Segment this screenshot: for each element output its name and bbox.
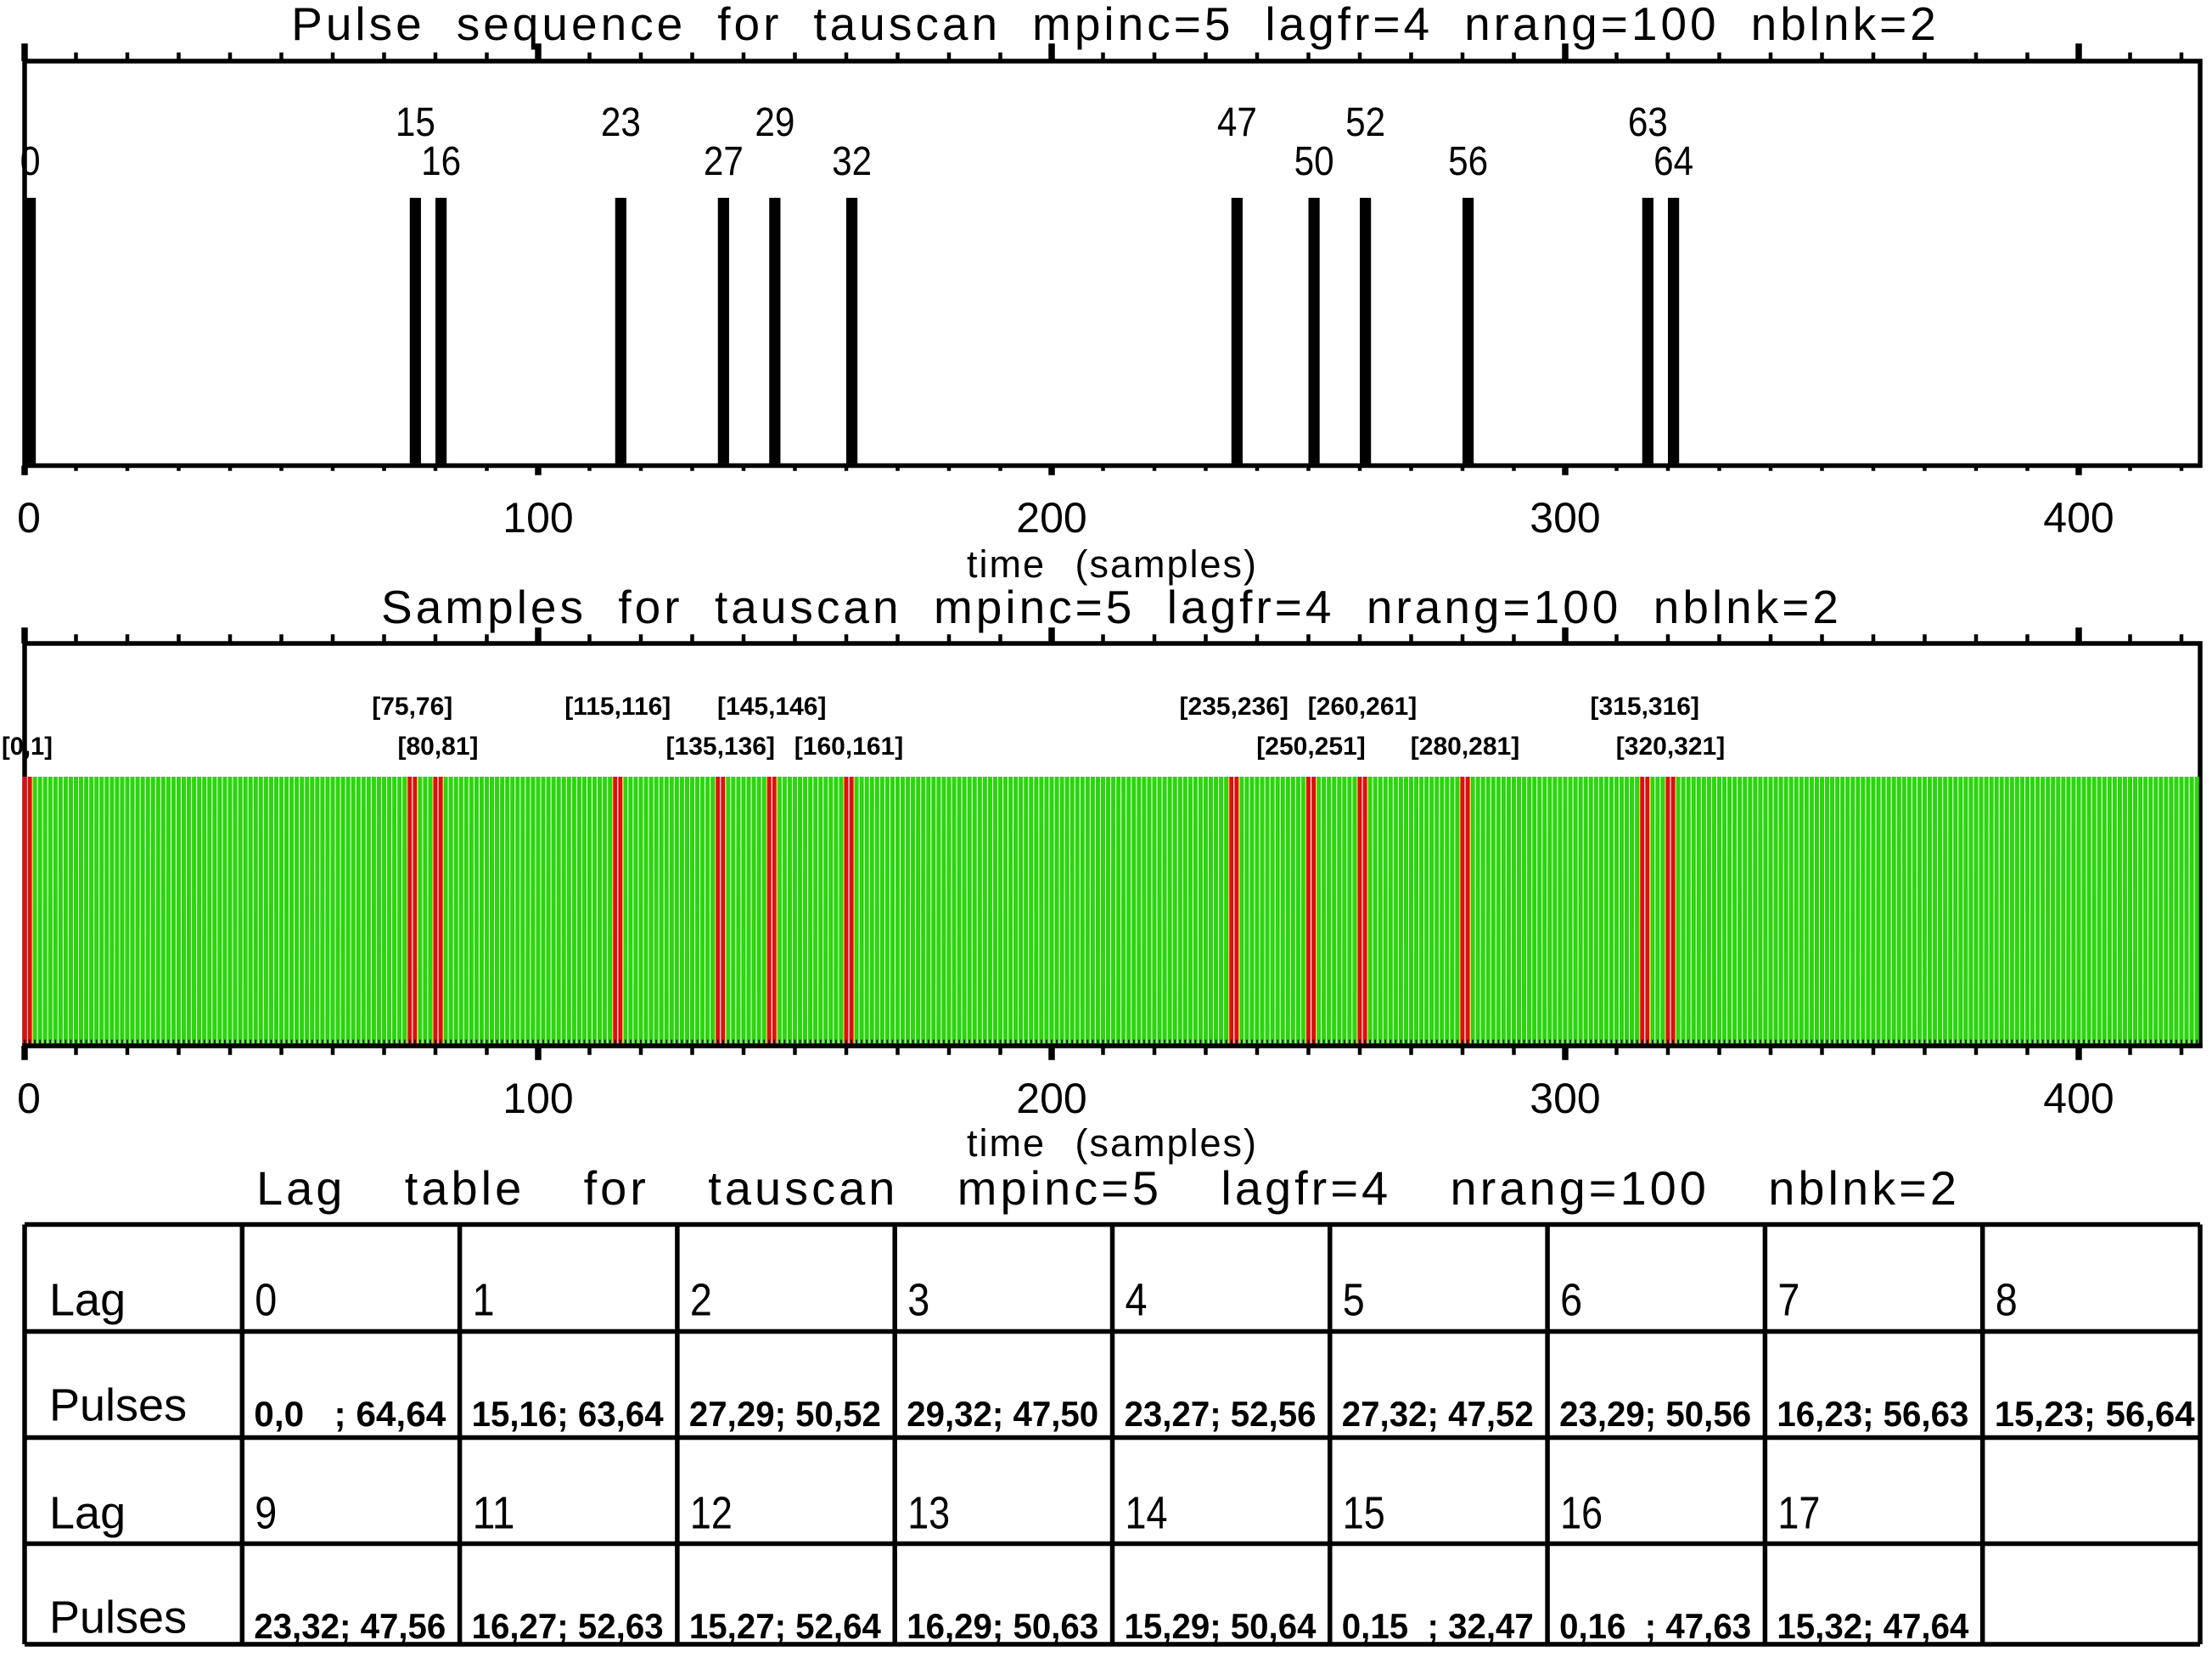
svg-text:200: 200	[1016, 1075, 1086, 1122]
svg-text:0,16 ; 47,63: 0,16 ; 47,63	[1559, 1606, 1751, 1646]
svg-text:29: 29	[755, 100, 794, 145]
svg-text:100: 100	[502, 494, 573, 542]
svg-text:300: 300	[1530, 1075, 1600, 1122]
svg-text:Pulse sequence for tauscan mpi: Pulse sequence for tauscan mpinc=5 lagfr…	[291, 0, 1940, 50]
svg-text:16,23; 56,63: 16,23; 56,63	[1777, 1394, 1968, 1434]
svg-text:6: 6	[1560, 1275, 1582, 1326]
svg-text:[135,136]: [135,136]	[666, 733, 775, 761]
svg-text:300: 300	[1530, 494, 1600, 542]
svg-text:15,32; 47,64: 15,32; 47,64	[1777, 1606, 1969, 1646]
svg-text:100: 100	[502, 1075, 573, 1122]
svg-text:Pulses: Pulses	[49, 1592, 187, 1643]
svg-text:time (samples): time (samples)	[967, 1121, 1258, 1165]
svg-text:400: 400	[2043, 1075, 2114, 1122]
svg-text:[160,161]: [160,161]	[794, 733, 903, 761]
svg-text:Samples for tauscan mpinc=5 la: Samples for tauscan mpinc=5 lagfr=4 nran…	[381, 581, 1842, 633]
svg-text:9: 9	[255, 1488, 277, 1539]
svg-text:[280,281]: [280,281]	[1411, 733, 1519, 761]
svg-text:Lag table for tauscan mpinc=5: Lag table for tauscan mpinc=5 lagfr=4 nr…	[256, 1161, 1960, 1215]
svg-text:[235,236]: [235,236]	[1180, 693, 1288, 721]
svg-text:2: 2	[690, 1275, 712, 1326]
svg-text:16: 16	[1560, 1488, 1603, 1539]
svg-text:Lag: Lag	[49, 1275, 126, 1326]
svg-text:15,23; 56,64: 15,23; 56,64	[1995, 1394, 2196, 1434]
svg-text:17: 17	[1777, 1488, 1820, 1539]
svg-text:[320,321]: [320,321]	[1616, 733, 1725, 761]
svg-text:15: 15	[1343, 1488, 1385, 1539]
svg-text:5: 5	[1343, 1275, 1365, 1326]
svg-text:[315,316]: [315,316]	[1591, 693, 1699, 721]
svg-text:[250,251]: [250,251]	[1256, 733, 1365, 761]
svg-text:15,27; 52,64: 15,27; 52,64	[689, 1606, 882, 1646]
svg-text:23,29; 50,56: 23,29; 50,56	[1559, 1394, 1751, 1434]
svg-text:56: 56	[1448, 139, 1488, 184]
svg-text:15: 15	[396, 100, 435, 145]
svg-text:1: 1	[473, 1275, 495, 1326]
svg-text:13: 13	[907, 1488, 950, 1539]
svg-text:11: 11	[473, 1488, 515, 1539]
svg-text:15,16; 63,64: 15,16; 63,64	[472, 1394, 665, 1434]
svg-text:[0,1]: [0,1]	[2, 733, 53, 761]
svg-text:Lag: Lag	[49, 1488, 126, 1539]
svg-text:200: 200	[1016, 494, 1086, 542]
svg-text:14: 14	[1126, 1488, 1168, 1539]
svg-text:[75,76]: [75,76]	[372, 693, 452, 721]
svg-text:16,29; 50,63: 16,29; 50,63	[907, 1606, 1098, 1646]
svg-text:0: 0	[255, 1275, 277, 1326]
svg-text:8: 8	[1996, 1275, 2018, 1326]
svg-text:47: 47	[1217, 100, 1257, 145]
svg-text:23,27; 52,56: 23,27; 52,56	[1125, 1394, 1317, 1434]
svg-text:0,15 ; 32,47: 0,15 ; 32,47	[1342, 1606, 1534, 1646]
svg-text:[80,81]: [80,81]	[397, 733, 478, 761]
svg-text:27,32; 47,52: 27,32; 47,52	[1342, 1394, 1534, 1434]
svg-text:[145,146]: [145,146]	[717, 693, 826, 721]
svg-text:0: 0	[17, 1075, 41, 1122]
svg-text:64: 64	[1653, 139, 1693, 184]
svg-text:15,29; 50,64: 15,29; 50,64	[1125, 1606, 1317, 1646]
svg-text:[115,116]: [115,116]	[564, 693, 671, 721]
svg-text:63: 63	[1628, 100, 1668, 145]
svg-text:400: 400	[2043, 494, 2114, 542]
svg-text:0,0 ; 64,64: 0,0 ; 64,64	[254, 1394, 446, 1434]
svg-text:16: 16	[421, 139, 461, 184]
svg-text:3: 3	[907, 1275, 929, 1326]
svg-text:Pulses: Pulses	[49, 1380, 187, 1431]
svg-text:23,32; 47,56: 23,32; 47,56	[254, 1606, 446, 1646]
svg-text:0: 0	[17, 494, 41, 542]
svg-text:29,32; 47,50: 29,32; 47,50	[907, 1394, 1098, 1434]
svg-text:[260,261]: [260,261]	[1308, 693, 1417, 721]
svg-text:52: 52	[1345, 100, 1385, 145]
svg-text:0: 0	[20, 139, 41, 184]
svg-text:50: 50	[1294, 139, 1334, 184]
svg-text:time (samples): time (samples)	[967, 542, 1258, 586]
svg-text:23: 23	[601, 100, 641, 145]
svg-text:32: 32	[832, 139, 872, 184]
svg-text:27,29; 50,52: 27,29; 50,52	[689, 1394, 881, 1434]
svg-text:12: 12	[690, 1488, 733, 1539]
svg-text:16,27; 52,63: 16,27; 52,63	[472, 1606, 664, 1646]
svg-text:7: 7	[1777, 1275, 1799, 1326]
svg-text:4: 4	[1126, 1275, 1148, 1326]
svg-text:27: 27	[704, 139, 744, 184]
